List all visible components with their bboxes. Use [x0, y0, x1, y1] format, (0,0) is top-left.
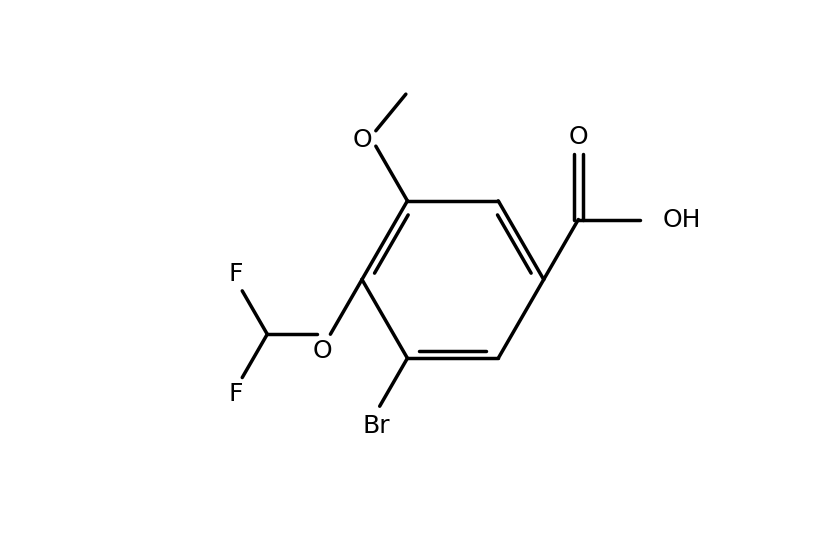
Text: O: O [569, 125, 588, 149]
Text: F: F [229, 383, 244, 406]
Text: O: O [352, 128, 372, 152]
Text: O: O [313, 339, 333, 363]
Text: Br: Br [362, 414, 389, 438]
Text: OH: OH [663, 208, 701, 231]
Text: F: F [229, 262, 244, 286]
